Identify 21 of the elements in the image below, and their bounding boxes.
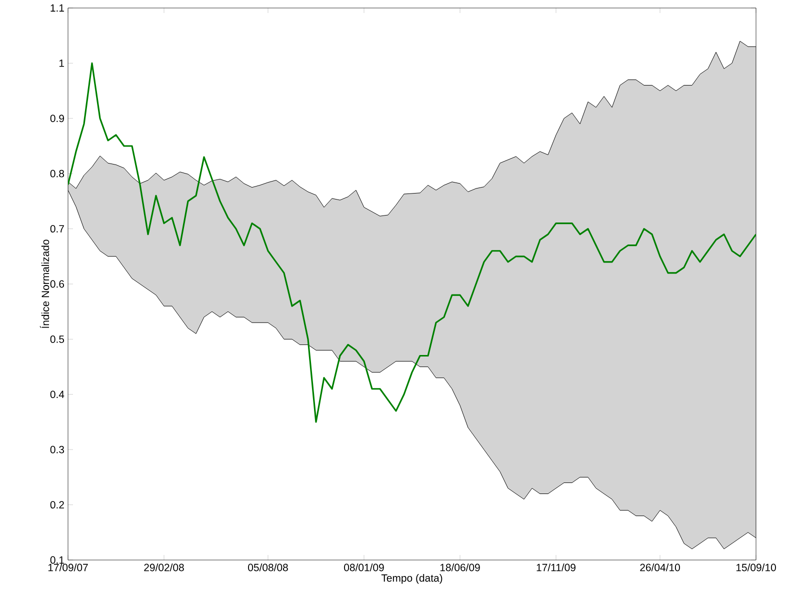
x-tick-label: 17/11/09 bbox=[536, 564, 576, 572]
y-tick-label: 0.1 bbox=[50, 556, 64, 564]
y-tick-label: 0.2 bbox=[50, 501, 64, 509]
y-axis-title: Índice Normalizado bbox=[40, 240, 50, 328]
x-tick-label: 08/01/09 bbox=[344, 564, 384, 572]
y-tick-label: 0.7 bbox=[50, 225, 64, 233]
y-tick-label: 0.9 bbox=[50, 114, 64, 122]
x-axis-title: Tempo (data) bbox=[381, 574, 442, 584]
y-tick-label: 0.5 bbox=[50, 336, 64, 343]
y-tick-label: 1.1 bbox=[50, 4, 64, 12]
x-tick-label: 29/02/08 bbox=[144, 564, 184, 572]
x-tick-label: 15/09/10 bbox=[736, 564, 776, 572]
y-tick-label: 0.4 bbox=[50, 390, 64, 398]
y-tick-label: 0.8 bbox=[50, 170, 64, 178]
y-tick-label: 0.6 bbox=[50, 280, 64, 288]
y-tick-label: 0.3 bbox=[50, 446, 64, 454]
x-tick-label: 17/09/07 bbox=[48, 564, 88, 572]
x-tick-label: 18/06/09 bbox=[440, 564, 480, 572]
y-tick-label: 1 bbox=[59, 60, 64, 67]
x-tick-label: 05/08/08 bbox=[248, 564, 288, 572]
x-tick-label: 26/04/10 bbox=[640, 564, 680, 572]
